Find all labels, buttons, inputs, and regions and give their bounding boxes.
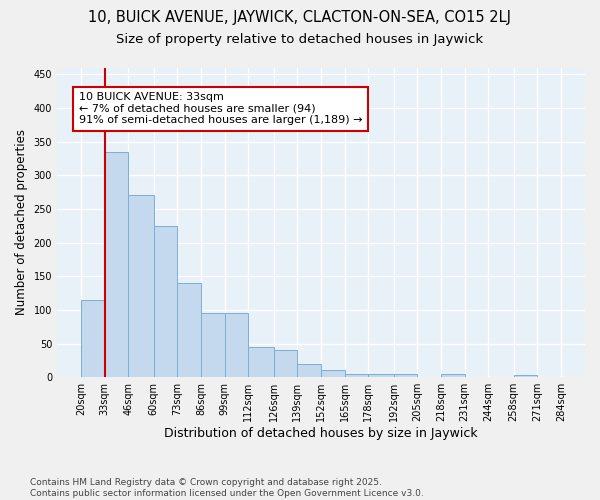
Text: Size of property relative to detached houses in Jaywick: Size of property relative to detached ho… [116, 32, 484, 46]
Bar [441, 374, 464, 377]
Bar [128, 196, 154, 377]
Bar [274, 350, 298, 377]
Bar [201, 313, 224, 377]
Bar [368, 374, 394, 377]
X-axis label: Distribution of detached houses by size in Jaywick: Distribution of detached houses by size … [164, 427, 478, 440]
Bar [344, 374, 368, 377]
Bar [514, 375, 538, 377]
Bar [154, 226, 178, 377]
Text: Contains HM Land Registry data © Crown copyright and database right 2025.
Contai: Contains HM Land Registry data © Crown c… [30, 478, 424, 498]
Bar [321, 370, 344, 377]
Bar [104, 152, 128, 377]
Text: 10 BUICK AVENUE: 33sqm
← 7% of detached houses are smaller (94)
91% of semi-deta: 10 BUICK AVENUE: 33sqm ← 7% of detached … [79, 92, 362, 126]
Y-axis label: Number of detached properties: Number of detached properties [15, 130, 28, 316]
Bar [394, 374, 418, 377]
Bar [81, 300, 104, 377]
Text: 10, BUICK AVENUE, JAYWICK, CLACTON-ON-SEA, CO15 2LJ: 10, BUICK AVENUE, JAYWICK, CLACTON-ON-SE… [89, 10, 511, 25]
Bar [298, 364, 321, 377]
Bar [224, 313, 248, 377]
Bar [178, 283, 201, 377]
Bar [248, 347, 274, 377]
